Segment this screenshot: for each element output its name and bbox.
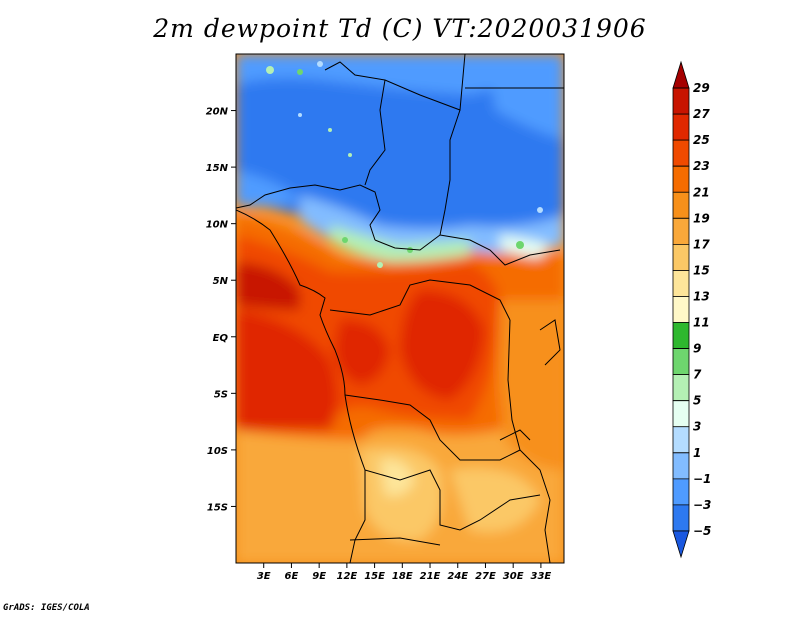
y-tick-label: 5S <box>214 389 228 400</box>
map-frame <box>235 53 565 564</box>
x-tick-label: 33E <box>531 571 552 582</box>
colorbar-swatch <box>672 400 690 428</box>
colorbar-label: 15 <box>693 263 710 277</box>
colorbar-swatch <box>672 113 690 141</box>
y-tick-label: EQ <box>213 333 229 344</box>
colorbar-swatch <box>672 348 690 376</box>
colorbar-swatch <box>672 426 690 454</box>
y-tick-label: 5N <box>213 276 229 287</box>
colorbar-label: 25 <box>693 133 710 147</box>
colorbar-swatch <box>672 478 690 506</box>
colorbar-swatch <box>672 322 690 349</box>
colorbar-label: −3 <box>693 498 711 512</box>
colorbar-swatch <box>672 217 690 245</box>
y-tick-label: 10S <box>207 446 228 457</box>
x-tick-label: 12E <box>336 571 357 582</box>
colorbar-swatch <box>672 504 690 532</box>
colorbar-label: −1 <box>693 472 711 486</box>
chart-title: 2m dewpoint Td (C) VT:2020031906 <box>153 14 647 43</box>
colorbar-swatch <box>672 452 690 480</box>
y-tick-label: 20N <box>206 107 229 118</box>
colorbar-swatch <box>672 296 690 323</box>
colorbar-swatch <box>672 530 690 559</box>
colorbar-swatch <box>672 270 690 297</box>
colorbar-label: 21 <box>693 185 710 199</box>
y-tick-label: 15N <box>206 163 229 174</box>
longitude-axis: 3E 6E 9E 12E 15E 18E 21E 24E 27E 30E 33E <box>257 563 552 582</box>
x-tick-label: 9E <box>312 571 326 582</box>
x-tick-label: 3E <box>257 571 271 582</box>
y-tick-label: 15S <box>207 502 228 513</box>
colorbar-swatch <box>672 87 690 115</box>
colorbar-label: 9 <box>693 342 701 356</box>
colorbar-label: 13 <box>693 289 710 303</box>
latitude-axis: 20N 15N 10N 5N EQ 5S 10S 15S <box>206 107 236 513</box>
x-tick-label: 15E <box>364 571 385 582</box>
dewpoint-field <box>236 54 564 563</box>
colorbar-label: 1 <box>693 446 701 460</box>
colorbar-swatch <box>672 139 690 167</box>
colorbar-label: 23 <box>693 159 710 173</box>
x-tick-label: 30E <box>503 571 524 582</box>
y-tick-label: 10N <box>206 220 229 231</box>
colorbar-label: 27 <box>693 107 710 121</box>
colorbar-swatch <box>672 165 690 193</box>
colorbar-label: 3 <box>693 420 701 434</box>
x-tick-label: 24E <box>447 571 468 582</box>
colorbar-label: 19 <box>693 211 710 225</box>
x-tick-label: 21E <box>420 571 441 582</box>
colorbar-label: 29 <box>693 81 710 95</box>
country-borders <box>236 54 564 563</box>
colorbar-label: 5 <box>693 394 701 408</box>
colorbar-label: −5 <box>693 524 711 538</box>
colorbar-label: 7 <box>693 368 702 382</box>
colorbar: 29 27 25 23 21 19 17 15 13 11 9 7 5 3 1 −1 −3 −5 <box>672 60 711 559</box>
colorbar-swatch <box>672 60 690 89</box>
x-tick-label: 27E <box>475 571 496 582</box>
colorbar-swatch <box>672 374 690 402</box>
colorbar-label: 11 <box>693 316 710 330</box>
x-tick-label: 18E <box>392 571 413 582</box>
grads-credit: GrADS: IGES/COLA <box>3 603 90 613</box>
colorbar-swatch <box>672 243 690 271</box>
colorbar-label: 17 <box>693 237 710 251</box>
colorbar-swatch <box>672 191 690 219</box>
x-tick-label: 6E <box>285 571 299 582</box>
